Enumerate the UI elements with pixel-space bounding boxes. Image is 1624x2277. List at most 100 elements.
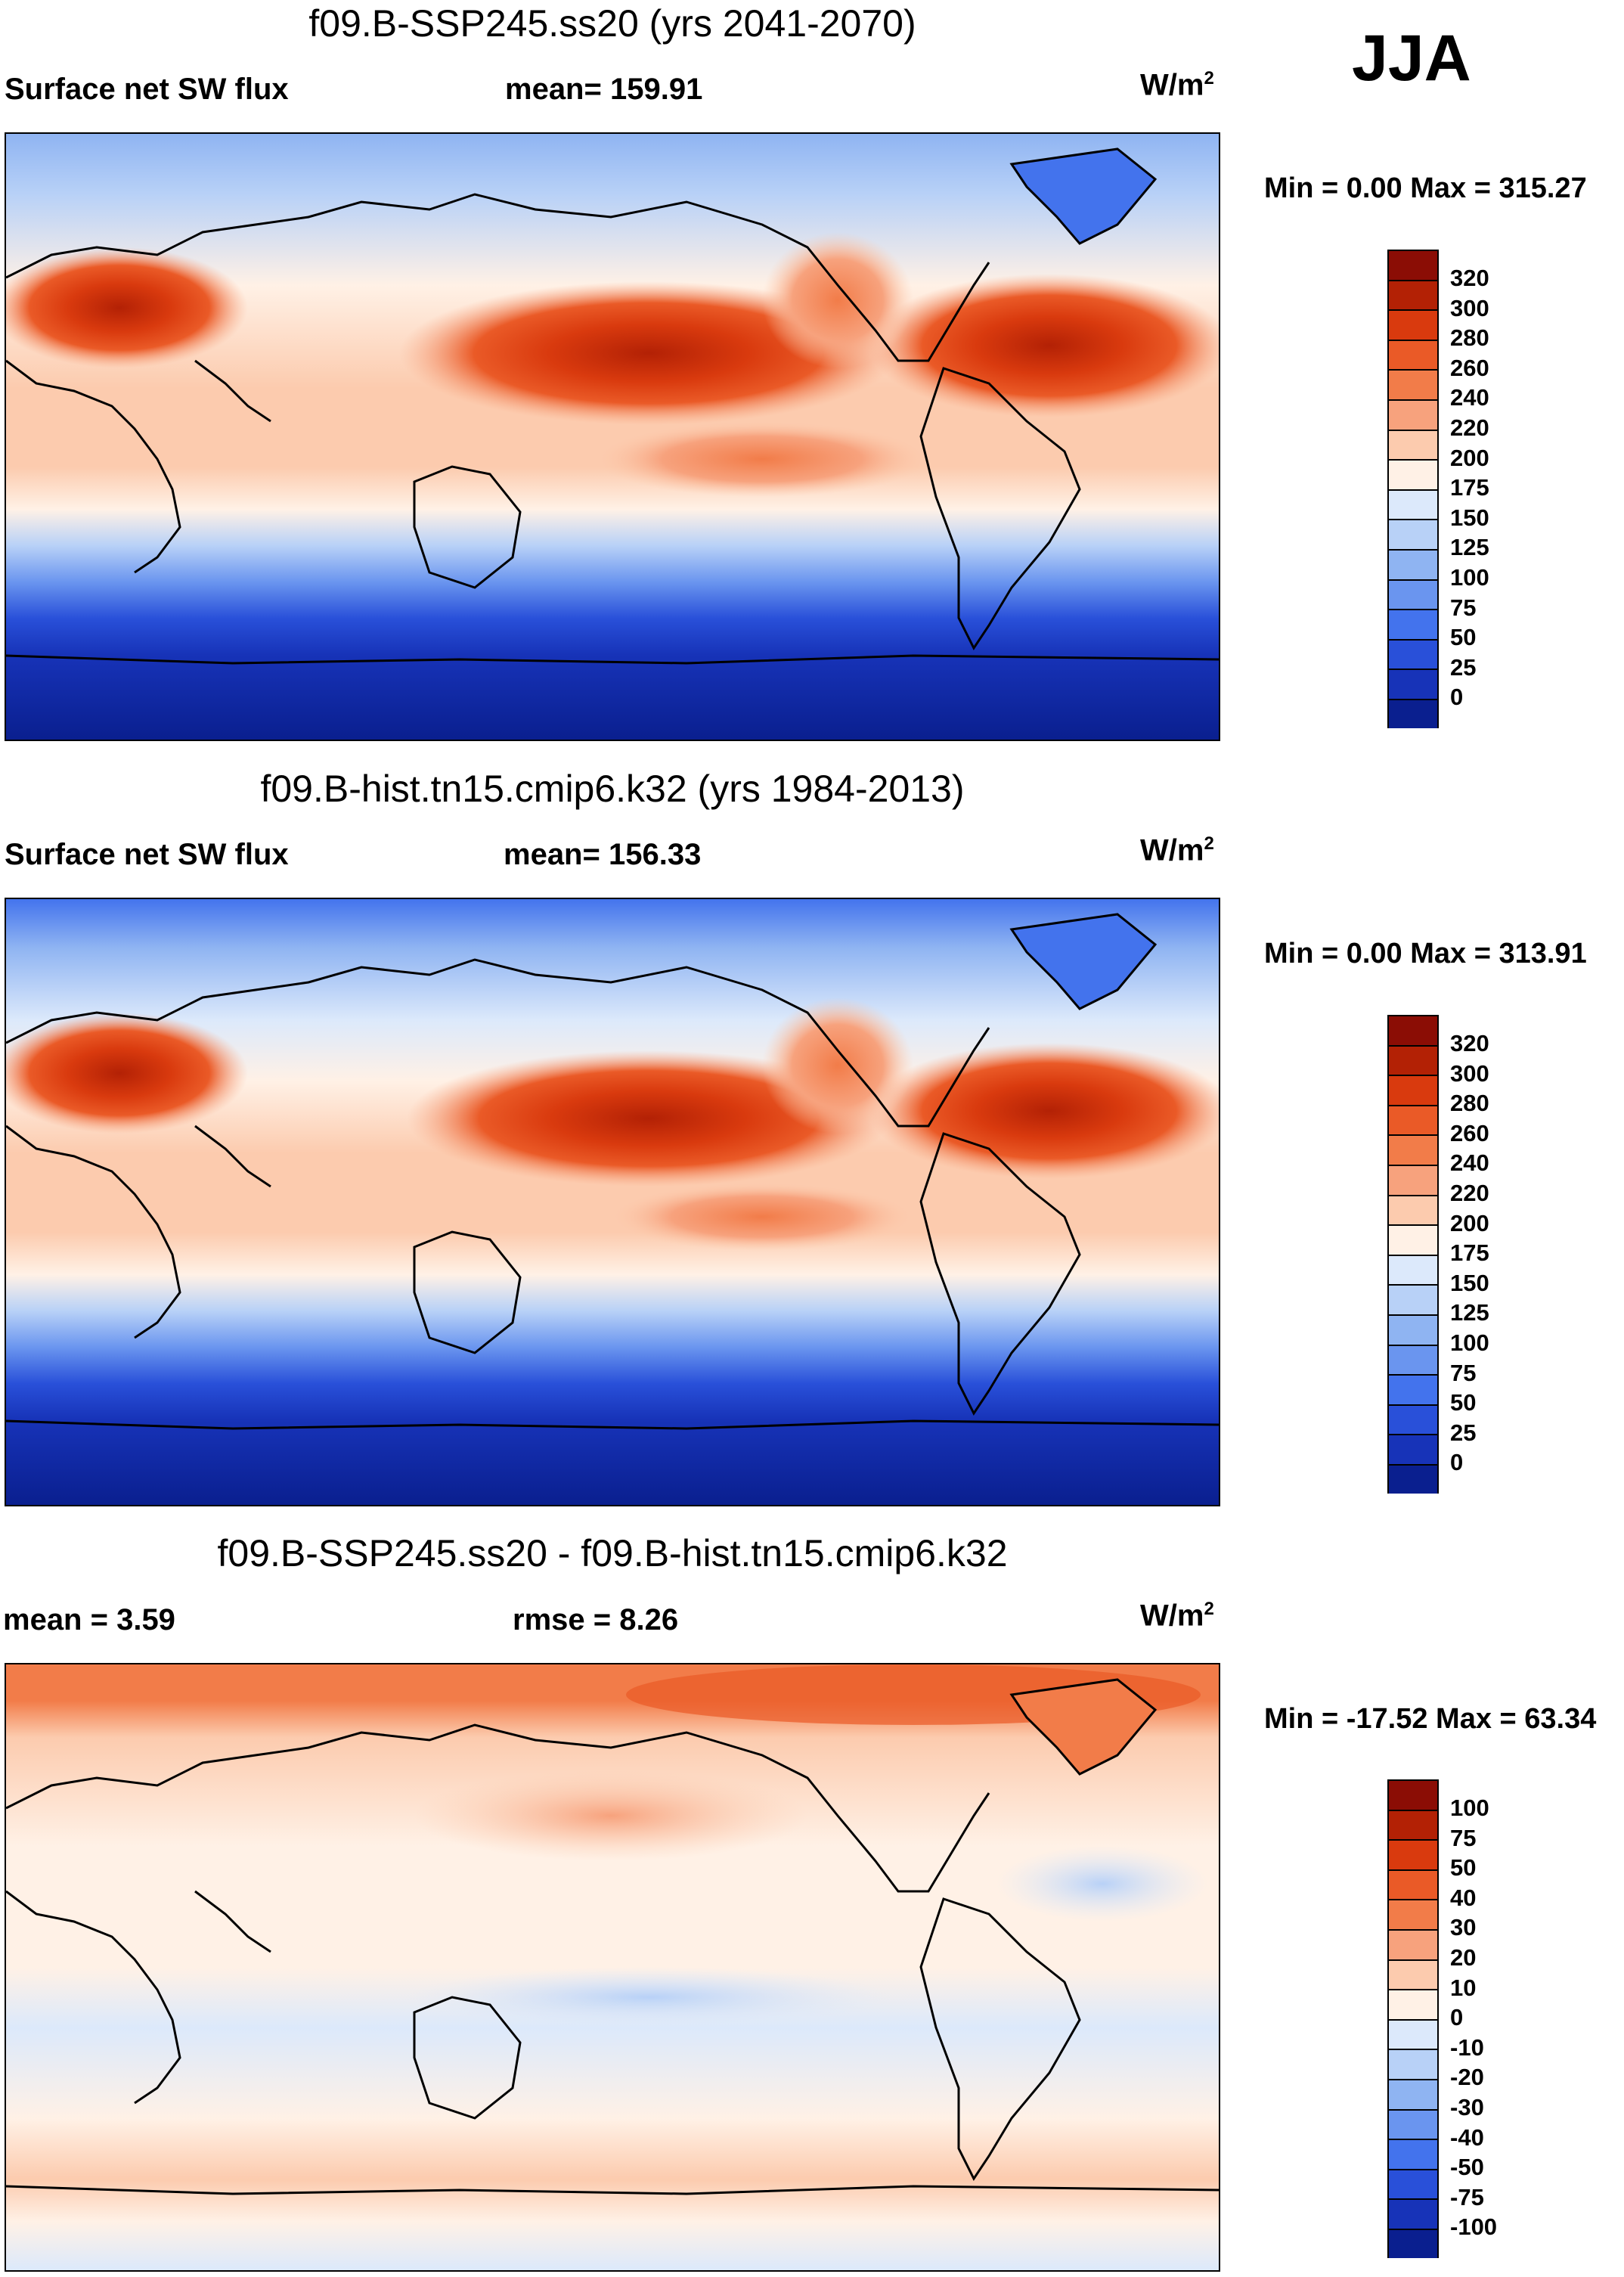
panel-2-colorbar-segment — [1389, 1226, 1437, 1256]
panel-2-variable-label: Surface net SW flux — [5, 838, 289, 871]
panel-2-colorbar-segment — [1389, 1046, 1437, 1077]
colorbar-tick: 240 — [1450, 1149, 1489, 1177]
panel-3-colorbar-segment — [1389, 1990, 1437, 2021]
panel-1-colorbar-segment — [1389, 550, 1437, 581]
panel-3-colorbar-segment — [1389, 1781, 1437, 1811]
western-na-warm — [762, 997, 913, 1134]
colorbar-tick: 125 — [1450, 534, 1489, 561]
colorbar-tick: 150 — [1450, 1269, 1489, 1296]
panel-3-colorbar-segment — [1389, 2110, 1437, 2141]
colorbar-tick: 25 — [1450, 653, 1477, 681]
panel-2-colorbar-segment — [1389, 1136, 1437, 1166]
colorbar-tick: 240 — [1450, 384, 1489, 411]
panel-3-colorbar-ticks: 100 75 50 40 30 20 10 0 -10 -20 -30 -40 … — [1450, 1795, 1497, 2244]
panel-1-title: f09.B-SSP245.ss20 (yrs 2041-2070) — [308, 2, 916, 45]
western-na-warm — [762, 232, 913, 368]
atlantic-cool — [996, 1846, 1208, 1922]
map-background — [6, 899, 1219, 1505]
map-background — [6, 134, 1219, 740]
colorbar-tick: 280 — [1450, 1090, 1489, 1117]
colorbar-tick: -30 — [1450, 2093, 1484, 2120]
coastlines — [6, 193, 1219, 665]
panel-2-colorbar-segment — [1389, 1165, 1437, 1196]
panel-2-colorbar-segment — [1389, 1255, 1437, 1286]
colorbar-tick: 175 — [1450, 1239, 1489, 1267]
panel-3-colorbar-segment — [1389, 1960, 1437, 1991]
panel-1-minmax: Min = 0.00 Max = 315.27 — [1264, 172, 1587, 204]
panel-1-colorbar-segment — [1389, 490, 1437, 521]
colorbar-tick: 10 — [1450, 1974, 1477, 2001]
panel-2-colorbar-segment — [1389, 1405, 1437, 1436]
panel-1-colorbar-segment — [1389, 520, 1437, 551]
north-atlantic-high — [868, 274, 1219, 417]
colorbar-tick: -75 — [1450, 2183, 1484, 2210]
panel-3-colorbar-segment — [1389, 1810, 1437, 1841]
panel-1-colorbar — [1387, 250, 1439, 728]
colorbar-tick: 320 — [1450, 1030, 1489, 1056]
colorbar-tick: 320 — [1450, 265, 1489, 291]
panel-2-colorbar-segment — [1389, 1196, 1437, 1227]
panel-2-colorbar-segment — [1389, 1435, 1437, 1466]
panel-1-colorbar-segment — [1389, 640, 1437, 671]
colorbar-tick: 0 — [1450, 684, 1464, 711]
greenland — [1009, 913, 1158, 1010]
panel-1-colorbar-segment — [1389, 610, 1437, 641]
colorbar-tick: 175 — [1450, 474, 1489, 501]
south-pacific-band — [596, 421, 928, 497]
panel-3-minmax: Min = -17.52 Max = 63.34 — [1264, 1703, 1597, 1735]
colorbar-tick: 25 — [1450, 1419, 1477, 1446]
colorbar-tick: 100 — [1450, 1329, 1489, 1356]
colorbar-tick: 100 — [1450, 1795, 1489, 1821]
sahara-arabia-high — [6, 247, 248, 368]
panel-2-colorbar-segment — [1389, 1076, 1437, 1106]
panel-1-colorbar-segment — [1389, 281, 1437, 312]
panel-3-colorbar — [1387, 1779, 1439, 2258]
panel-2-colorbar-segment — [1389, 1106, 1437, 1137]
panel-2-map — [5, 898, 1220, 1506]
colorbar-tick: 30 — [1450, 1914, 1477, 1941]
panel-2-colorbar-segment — [1389, 1016, 1437, 1047]
panel-2-colorbar-segment — [1389, 1465, 1437, 1494]
colorbar-tick: 300 — [1450, 1059, 1489, 1087]
panel-3-colorbar-segment — [1389, 2170, 1437, 2201]
panel-2-colorbar-ticks: 320 300 280 260 240 220 200 175 150 125 … — [1450, 1030, 1489, 1479]
colorbar-tick: 40 — [1450, 1884, 1477, 1911]
panel-3-colorbar-segment — [1389, 1870, 1437, 1901]
colorbar-tick: 75 — [1450, 1359, 1477, 1386]
panel-1-colorbar-segment — [1389, 340, 1437, 371]
panel-3-colorbar-segment — [1389, 1900, 1437, 1931]
season-label: JJA — [1352, 22, 1471, 95]
colorbar-tick: 125 — [1450, 1299, 1489, 1326]
colorbar-tick: 100 — [1450, 563, 1489, 591]
panel-2-colorbar-segment — [1389, 1376, 1437, 1406]
panel-3-colorbar-segment — [1389, 2200, 1437, 2230]
panel-2-units: W/m2 — [1140, 833, 1214, 867]
panel-3-colorbar-segment — [1389, 2229, 1437, 2258]
colorbar-tick: 20 — [1450, 1944, 1477, 1971]
panel-1-colorbar-segment — [1389, 580, 1437, 611]
panel-3-colorbar-segment — [1389, 2080, 1437, 2111]
greenland — [1009, 147, 1158, 245]
panel-3-colorbar-segment — [1389, 2020, 1437, 2051]
colorbar-tick: 260 — [1450, 354, 1489, 381]
colorbar-tick: -50 — [1450, 2154, 1484, 2181]
colorbar-tick: 200 — [1450, 1209, 1489, 1236]
panel-1-colorbar-segment — [1389, 400, 1437, 431]
panel-3-colorbar-segment — [1389, 1930, 1437, 1961]
colorbar-tick: 280 — [1450, 324, 1489, 352]
panel-3-colorbar-segment — [1389, 2050, 1437, 2080]
colorbar-tick: 220 — [1450, 414, 1489, 441]
panel-1-mean-label: mean= 159.91 — [505, 73, 703, 106]
colorbar-tick: 50 — [1450, 624, 1477, 651]
coastlines — [6, 958, 1219, 1430]
colorbar-tick: -100 — [1450, 2213, 1498, 2241]
colorbar-tick: 75 — [1450, 1824, 1477, 1851]
panel-2-colorbar-segment — [1389, 1286, 1437, 1316]
panel-1-colorbar-segment — [1389, 430, 1437, 461]
panel-1-map — [5, 132, 1220, 741]
panel-3-colorbar-segment — [1389, 1841, 1437, 1871]
panel-1-units: W/m2 — [1140, 68, 1214, 102]
panel-2-colorbar-segment — [1389, 1345, 1437, 1376]
colorbar-tick: 200 — [1450, 444, 1489, 471]
colorbar-tick: 300 — [1450, 294, 1489, 321]
